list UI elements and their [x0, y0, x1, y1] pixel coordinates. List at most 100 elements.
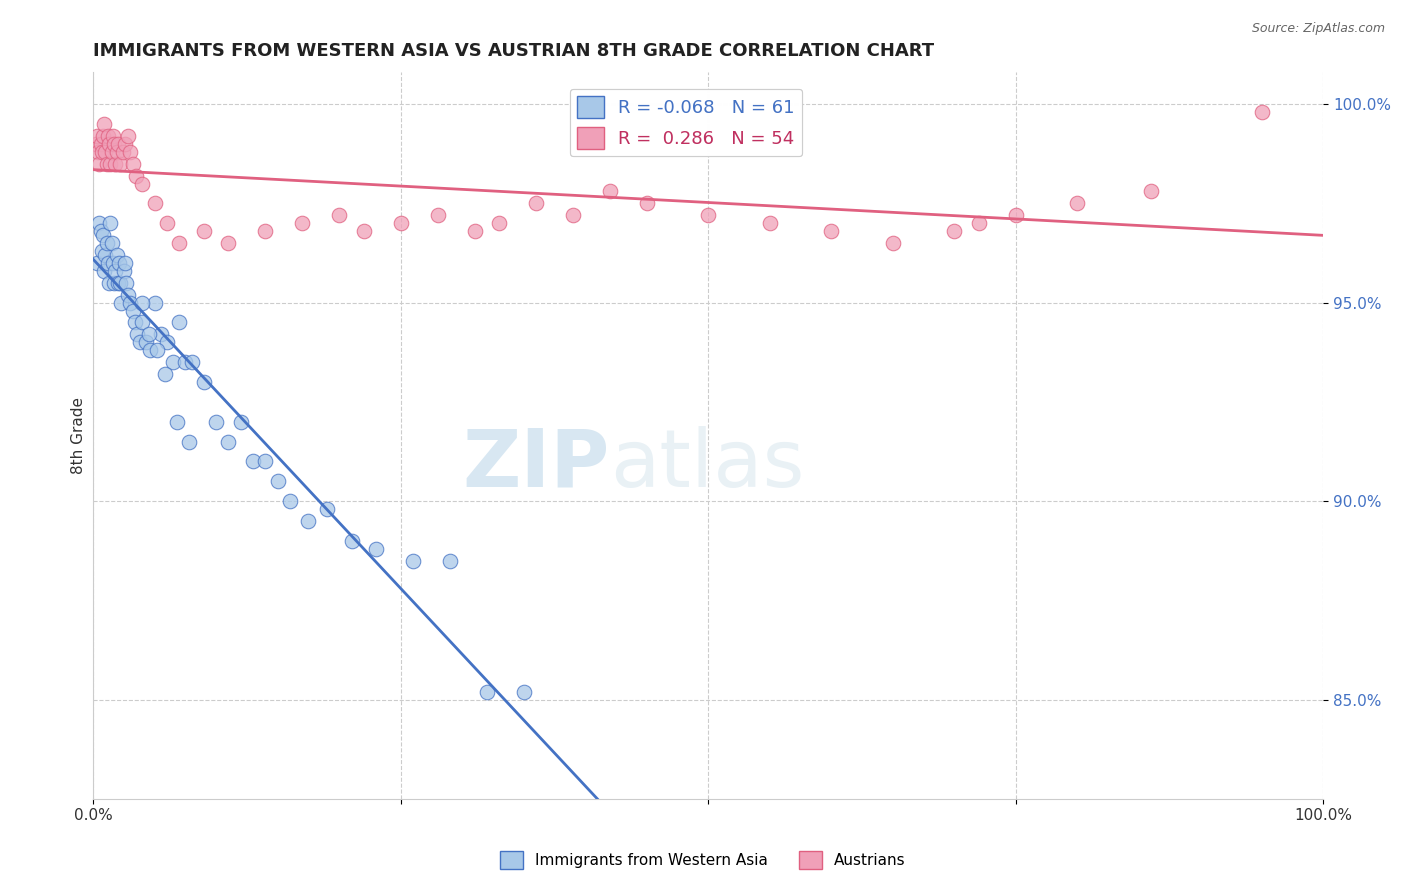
- Point: [110, 276, 132, 290]
- Point: [143, 295, 166, 310]
- Point: [254, 224, 277, 238]
- Point: [104, 264, 127, 278]
- Point: [97, 128, 120, 143]
- Point: [218, 236, 240, 251]
- Point: [89, 157, 111, 171]
- Point: [89, 216, 111, 230]
- Point: [943, 224, 966, 238]
- Point: [90, 244, 112, 258]
- Point: [297, 514, 319, 528]
- Point: [100, 216, 122, 230]
- Point: [402, 553, 425, 567]
- Point: [162, 355, 184, 369]
- Point: [439, 553, 461, 567]
- Point: [108, 256, 131, 270]
- Point: [97, 256, 120, 270]
- Point: [121, 303, 143, 318]
- Point: [87, 145, 110, 159]
- Point: [636, 196, 658, 211]
- Text: ZIP: ZIP: [463, 425, 610, 504]
- Legend: Immigrants from Western Asia, Austrians: Immigrants from Western Asia, Austrians: [495, 845, 911, 875]
- Point: [149, 327, 172, 342]
- Point: [131, 295, 153, 310]
- Point: [169, 316, 191, 330]
- Point: [104, 157, 127, 171]
- Point: [127, 327, 149, 342]
- Point: [100, 157, 122, 171]
- Point: [820, 224, 842, 238]
- Point: [103, 276, 125, 290]
- Point: [389, 216, 412, 230]
- Point: [114, 136, 136, 151]
- Point: [512, 684, 534, 698]
- Point: [117, 128, 139, 143]
- Point: [229, 415, 252, 429]
- Point: [112, 264, 135, 278]
- Point: [120, 295, 142, 310]
- Point: [110, 295, 132, 310]
- Point: [169, 236, 191, 251]
- Point: [153, 367, 176, 381]
- Text: IMMIGRANTS FROM WESTERN ASIA VS AUSTRIAN 8TH GRADE CORRELATION CHART: IMMIGRANTS FROM WESTERN ASIA VS AUSTRIAN…: [93, 42, 935, 60]
- Point: [146, 343, 169, 358]
- Point: [125, 169, 148, 183]
- Point: [131, 177, 153, 191]
- Point: [86, 128, 108, 143]
- Point: [90, 224, 112, 238]
- Point: [96, 157, 118, 171]
- Point: [96, 236, 118, 251]
- Point: [115, 276, 138, 290]
- Point: [94, 248, 117, 262]
- Point: [120, 145, 142, 159]
- Point: [143, 196, 166, 211]
- Point: [91, 228, 114, 243]
- Point: [205, 415, 228, 429]
- Point: [1140, 185, 1163, 199]
- Point: [93, 264, 115, 278]
- Point: [124, 316, 146, 330]
- Point: [103, 136, 125, 151]
- Y-axis label: 8th Grade: 8th Grade: [72, 397, 86, 474]
- Point: [166, 415, 188, 429]
- Point: [193, 375, 215, 389]
- Point: [100, 236, 122, 251]
- Point: [180, 355, 202, 369]
- Point: [156, 335, 179, 350]
- Point: [475, 684, 498, 698]
- Point: [267, 475, 290, 489]
- Point: [94, 145, 117, 159]
- Point: [90, 145, 112, 159]
- Point: [91, 128, 114, 143]
- Text: Source: ZipAtlas.com: Source: ZipAtlas.com: [1251, 22, 1385, 36]
- Point: [117, 287, 139, 301]
- Text: atlas: atlas: [610, 425, 804, 504]
- Point: [328, 208, 350, 222]
- Point: [101, 256, 124, 270]
- Point: [1250, 105, 1272, 120]
- Point: [93, 117, 115, 131]
- Point: [129, 335, 152, 350]
- Point: [105, 248, 128, 262]
- Point: [138, 327, 160, 342]
- Point: [967, 216, 990, 230]
- Point: [105, 145, 128, 159]
- Point: [107, 276, 129, 290]
- Point: [100, 145, 122, 159]
- Point: [90, 136, 112, 151]
- Point: [98, 276, 121, 290]
- Point: [111, 145, 134, 159]
- Point: [86, 256, 108, 270]
- Point: [426, 208, 449, 222]
- Point: [110, 157, 132, 171]
- Point: [242, 454, 264, 468]
- Point: [114, 256, 136, 270]
- Point: [1004, 208, 1026, 222]
- Point: [278, 494, 301, 508]
- Point: [463, 224, 485, 238]
- Point: [524, 196, 547, 211]
- Point: [107, 136, 129, 151]
- Point: [882, 236, 904, 251]
- Point: [156, 216, 179, 230]
- Legend: R = -0.068   N = 61, R =  0.286   N = 54: R = -0.068 N = 61, R = 0.286 N = 54: [569, 88, 801, 156]
- Point: [193, 224, 215, 238]
